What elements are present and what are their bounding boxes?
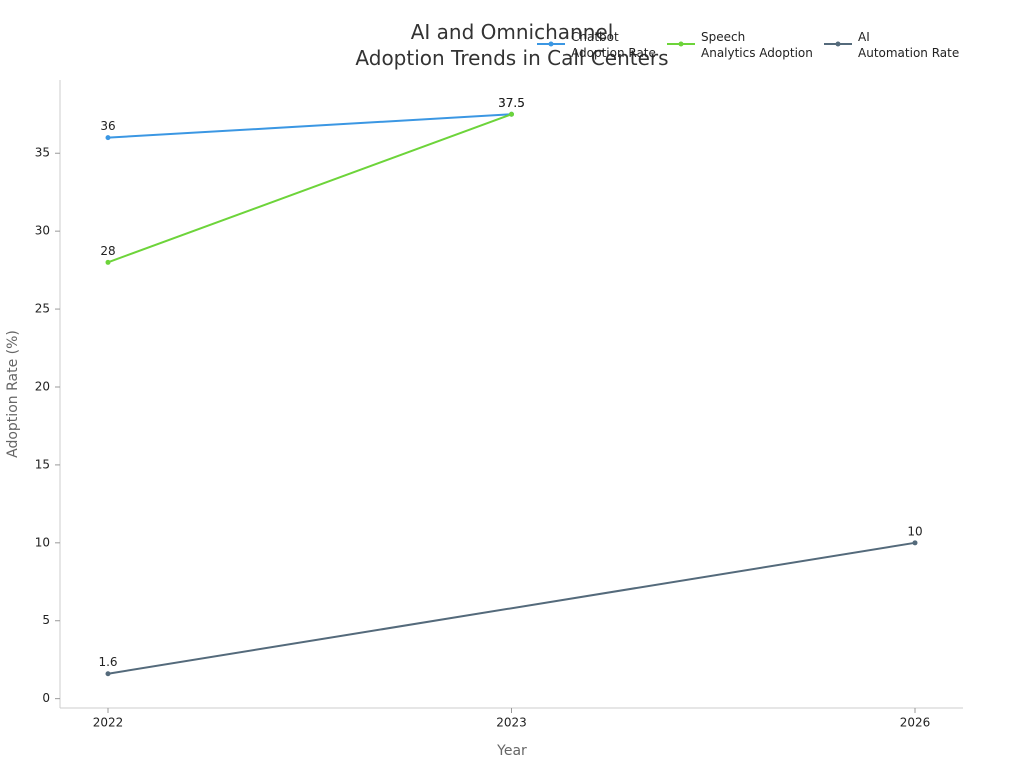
y-axis-title: Adoption Rate (%) — [5, 330, 21, 458]
y-tick-label: 0 — [42, 691, 50, 705]
data-label: 28 — [100, 244, 115, 258]
series-line — [107, 113, 512, 264]
x-tick-label: 2023 — [496, 716, 527, 730]
data-point — [105, 671, 111, 677]
x-tick-label: 2026 — [900, 716, 931, 730]
data-label: 37.5 — [498, 96, 525, 110]
legend-label: AI Automation Rate — [858, 30, 959, 60]
legend-marker — [548, 41, 554, 47]
y-tick-label: 5 — [42, 613, 50, 627]
series-line — [107, 541, 916, 675]
y-tick-label: 20 — [35, 379, 50, 393]
data-label: 10 — [907, 524, 922, 538]
data-point — [105, 135, 111, 141]
legend-marker — [835, 41, 841, 47]
data-label: 1.6 — [98, 655, 117, 669]
y-tick-label: 10 — [35, 535, 50, 549]
y-tick-label: 30 — [35, 224, 50, 238]
data-point — [509, 111, 514, 117]
series-line — [107, 113, 512, 139]
data-label: 37.5 — [498, 96, 525, 110]
data-point — [912, 540, 918, 546]
x-tick-label: 2022 — [93, 716, 124, 730]
y-tick-label: 25 — [35, 302, 50, 316]
data-label: 36 — [100, 119, 115, 133]
chart-title: AI and Omnichannel Adoption Trends in Cal… — [355, 20, 668, 70]
y-tick-label: 15 — [35, 457, 50, 471]
x-axis-title: Year — [496, 743, 527, 759]
data-point — [105, 259, 111, 265]
legend-label: Speech Analytics Adoption — [701, 30, 813, 60]
legend-marker — [678, 41, 684, 47]
y-tick-label: 35 — [35, 146, 50, 160]
legend-label: Chatbot Adoption Rate — [571, 30, 656, 60]
